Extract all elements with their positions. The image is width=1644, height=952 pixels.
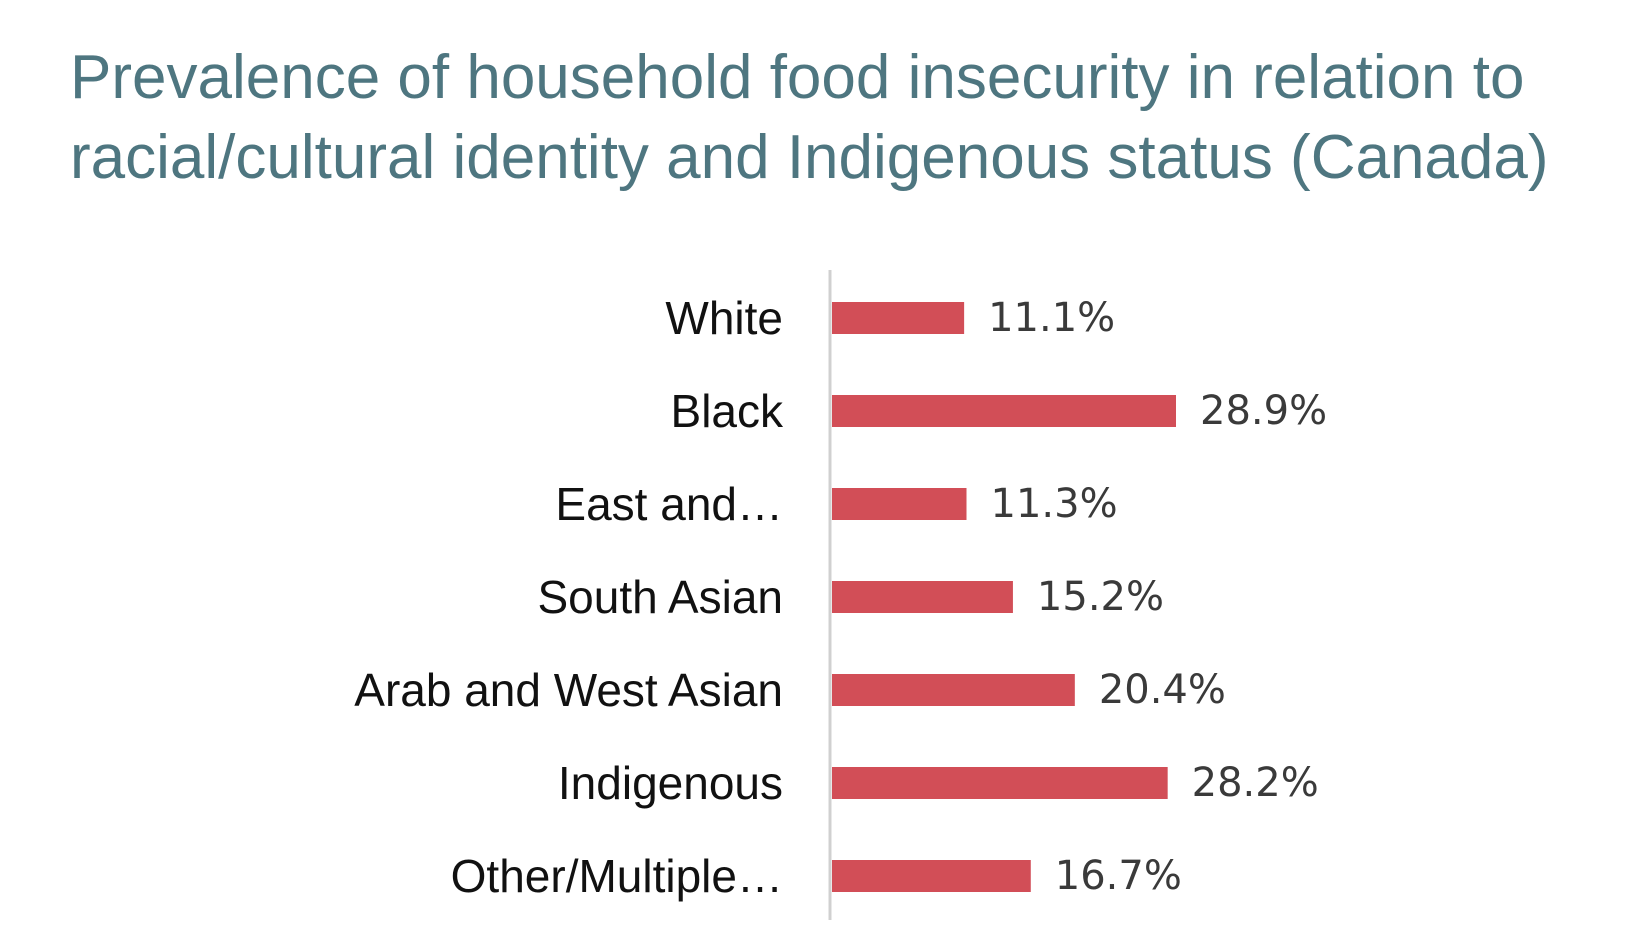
bar — [832, 581, 1013, 613]
bar — [832, 860, 1031, 892]
category-label: Black — [671, 385, 784, 437]
bar — [832, 395, 1176, 427]
value-label: 11.3% — [991, 481, 1118, 527]
value-label: 28.9% — [1200, 388, 1327, 434]
category-label: East and… — [555, 478, 783, 530]
bar — [832, 674, 1075, 706]
category-label: Indigenous — [558, 757, 783, 809]
category-label: Other/Multiple… — [451, 850, 783, 902]
category-label: White — [665, 292, 783, 344]
value-label: 15.2% — [1037, 574, 1164, 620]
chart-title: Prevalence of household food insecurity … — [70, 38, 1630, 198]
bar — [832, 302, 965, 334]
bar — [832, 488, 967, 520]
chart-title-line-1: Prevalence of household food insecurity … — [70, 43, 1525, 112]
bar — [832, 767, 1168, 799]
value-label: 20.4% — [1099, 667, 1226, 713]
value-label: 16.7% — [1055, 853, 1182, 899]
category-label: South Asian — [537, 571, 783, 623]
category-label: Arab and West Asian — [354, 664, 783, 716]
chart-title-line-2: racial/cultural identity and Indigenous … — [70, 123, 1549, 192]
value-label: 28.2% — [1192, 760, 1319, 806]
value-label: 11.1% — [988, 295, 1115, 341]
